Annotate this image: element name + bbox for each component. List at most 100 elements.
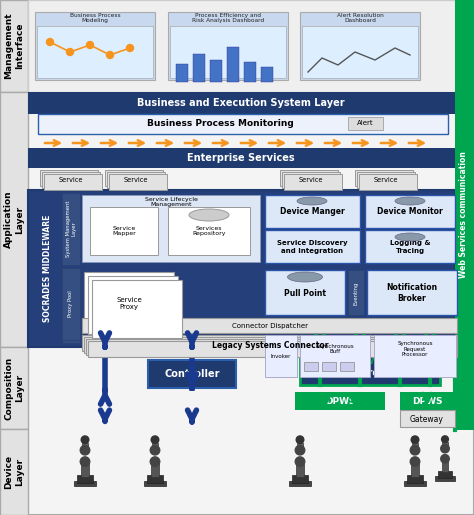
Bar xyxy=(302,26,418,78)
Bar xyxy=(300,353,440,385)
Bar xyxy=(0,92,28,347)
Bar xyxy=(282,172,340,188)
Bar xyxy=(62,268,80,343)
Bar xyxy=(82,195,260,262)
Circle shape xyxy=(81,436,89,443)
Bar xyxy=(147,475,163,483)
Bar xyxy=(442,459,448,472)
Bar xyxy=(297,442,303,452)
Bar xyxy=(28,148,455,168)
Text: Service: Service xyxy=(299,177,323,183)
Bar xyxy=(400,392,455,410)
Text: Gateway: Gateway xyxy=(410,415,444,423)
Bar xyxy=(365,230,455,263)
Bar xyxy=(367,270,457,315)
Bar xyxy=(82,335,457,351)
Bar xyxy=(244,62,256,82)
Circle shape xyxy=(127,44,134,52)
Bar xyxy=(152,442,158,452)
Text: Business Process
Modeling: Business Process Modeling xyxy=(70,12,120,23)
Bar xyxy=(442,442,447,450)
Ellipse shape xyxy=(395,233,425,241)
Bar xyxy=(107,172,165,188)
Bar xyxy=(400,410,455,427)
Bar xyxy=(359,174,417,190)
Bar xyxy=(37,26,153,78)
Bar xyxy=(90,207,158,255)
Bar xyxy=(292,475,308,483)
Text: Logging &
Tracing: Logging & Tracing xyxy=(390,241,430,253)
Bar xyxy=(82,442,88,452)
Bar xyxy=(81,461,89,477)
Bar xyxy=(38,114,448,134)
Bar xyxy=(86,339,457,355)
Text: Alert: Alert xyxy=(357,120,374,126)
Bar xyxy=(295,392,385,410)
Bar xyxy=(265,270,345,315)
Text: Services
Repository: Services Repository xyxy=(192,226,226,236)
Bar xyxy=(348,117,383,130)
Bar xyxy=(151,461,159,477)
Circle shape xyxy=(295,445,305,455)
Circle shape xyxy=(80,445,90,455)
Text: Business Process Monitoring: Business Process Monitoring xyxy=(146,119,293,129)
Circle shape xyxy=(441,455,449,463)
Circle shape xyxy=(441,444,449,453)
Bar xyxy=(176,64,188,82)
Ellipse shape xyxy=(297,197,327,205)
Circle shape xyxy=(151,436,159,443)
Bar xyxy=(84,337,457,353)
Text: Service Lifecycle
Management: Service Lifecycle Management xyxy=(145,197,198,208)
Text: Service: Service xyxy=(59,177,83,183)
Circle shape xyxy=(46,39,54,45)
Circle shape xyxy=(295,457,305,467)
Bar xyxy=(300,12,420,80)
Bar xyxy=(261,67,273,82)
Bar xyxy=(28,0,455,92)
Text: DPWS: DPWS xyxy=(325,397,355,405)
Bar xyxy=(340,362,354,371)
Bar xyxy=(44,174,102,190)
Bar xyxy=(227,47,239,82)
Text: DPWS: DPWS xyxy=(357,357,383,367)
Text: Process Efficiency and
Risk Analysis Dashboard: Process Efficiency and Risk Analysis Das… xyxy=(192,12,264,23)
Text: Service: Service xyxy=(124,177,148,183)
Bar xyxy=(105,170,163,186)
Text: Web Services communication: Web Services communication xyxy=(459,151,468,279)
Bar xyxy=(296,461,304,477)
Bar xyxy=(435,476,455,481)
Bar xyxy=(265,195,360,228)
Text: Management
Interface: Management Interface xyxy=(4,13,24,79)
Bar xyxy=(168,12,288,80)
Text: Composition
Layer: Composition Layer xyxy=(4,356,24,420)
Bar xyxy=(35,12,155,80)
Bar xyxy=(300,335,370,377)
Bar xyxy=(280,170,338,186)
Circle shape xyxy=(410,445,420,455)
Circle shape xyxy=(150,445,160,455)
Bar xyxy=(0,347,28,429)
Text: Alert Resolution
Dashboard: Alert Resolution Dashboard xyxy=(337,12,383,23)
Text: Device Manger: Device Manger xyxy=(280,207,345,215)
Bar xyxy=(348,270,364,315)
Bar xyxy=(355,170,413,186)
Bar xyxy=(62,268,80,340)
Bar xyxy=(28,190,455,347)
Circle shape xyxy=(410,457,420,467)
Text: Invoker: Invoker xyxy=(271,353,291,358)
Bar xyxy=(62,193,80,265)
Text: Business and Execution System Layer: Business and Execution System Layer xyxy=(137,98,345,108)
Bar xyxy=(109,174,167,190)
Bar xyxy=(289,480,311,486)
Bar xyxy=(84,272,174,330)
Text: Device
Layer: Device Layer xyxy=(4,455,24,489)
Text: Controller: Controller xyxy=(342,368,398,378)
Text: Service
Mapper: Service Mapper xyxy=(112,226,136,236)
Text: Connector Dispatcher: Connector Dispatcher xyxy=(232,323,308,329)
Circle shape xyxy=(411,436,419,443)
Circle shape xyxy=(66,48,73,56)
Bar xyxy=(144,480,166,486)
Bar xyxy=(82,318,457,333)
Text: Device Monitor: Device Monitor xyxy=(377,207,443,215)
Circle shape xyxy=(86,42,93,48)
